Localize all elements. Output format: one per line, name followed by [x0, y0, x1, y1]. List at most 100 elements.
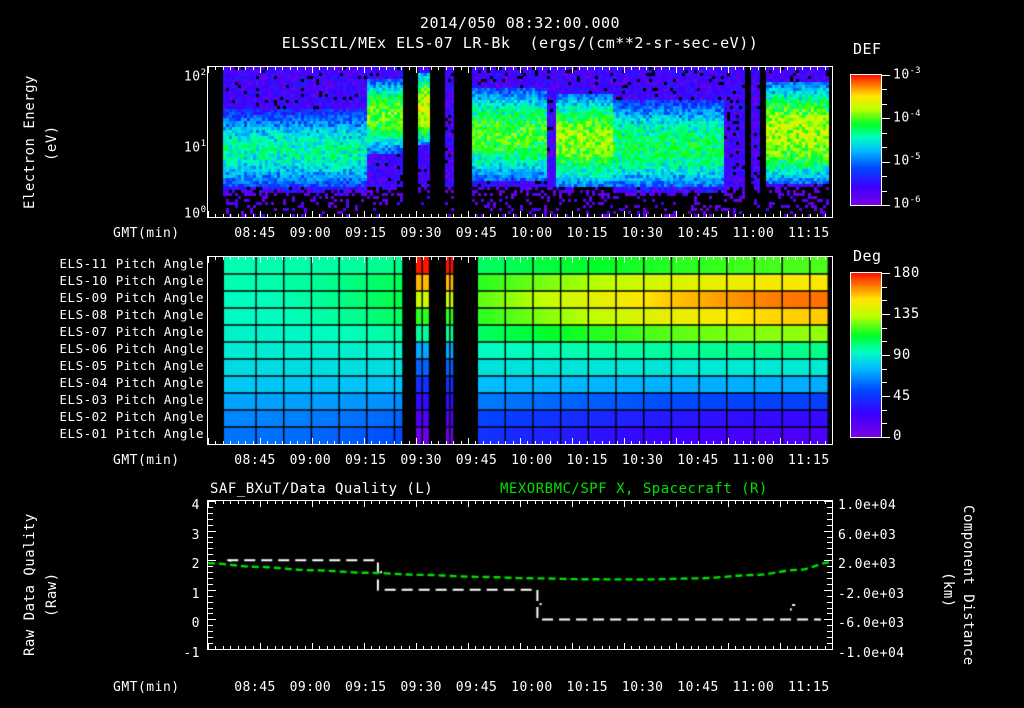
axis-tick — [750, 257, 752, 261]
axis-tick — [393, 213, 395, 217]
axis-tick — [549, 645, 551, 649]
axis-tick — [780, 67, 781, 73]
time-tick-label: 11:15 — [788, 680, 830, 695]
y-axis-tick — [827, 566, 832, 568]
axis-tick — [787, 257, 789, 261]
axis-tick — [401, 645, 403, 649]
axis-tick — [572, 438, 573, 444]
axis-tick — [386, 257, 388, 261]
axis-tick — [646, 645, 648, 649]
axis-tick — [586, 440, 588, 444]
right-ytick-label: -1.0e+04 — [838, 646, 905, 661]
axis-tick — [445, 501, 447, 505]
def-tick-1e-4: 10-4 — [893, 109, 921, 126]
top-panel-gmt-label: GMT(min) — [113, 226, 180, 241]
axis-tick — [334, 257, 336, 261]
axis-tick — [520, 643, 521, 649]
time-tick-label: 08:45 — [234, 680, 276, 695]
axis-tick — [817, 501, 819, 505]
axis-tick — [698, 67, 700, 71]
axis-tick — [468, 257, 469, 263]
axis-tick — [341, 501, 343, 505]
time-tick-label: 11:15 — [788, 453, 830, 468]
axis-tick — [460, 213, 462, 217]
axis-tick — [482, 67, 484, 71]
axis-tick — [742, 501, 744, 505]
bottom-panel-left-ylabel-line2: (Raw) — [44, 572, 60, 618]
axis-tick — [527, 67, 529, 71]
axis-tick — [274, 501, 276, 505]
axis-tick — [423, 213, 425, 217]
axis-tick — [512, 440, 514, 444]
time-tick-label: 09:15 — [344, 453, 387, 468]
axis-tick — [698, 257, 700, 261]
pitch-angle-panel[interactable] — [207, 256, 833, 445]
def-tick-1e-6: 10-6 — [893, 195, 921, 212]
quality-distance-canvas — [208, 501, 832, 649]
axis-tick — [579, 440, 581, 444]
axis-tick — [430, 501, 432, 505]
colorbar-tick — [882, 341, 887, 343]
axis-tick — [260, 501, 261, 507]
y-axis-tick — [208, 619, 216, 621]
axis-tick — [676, 67, 677, 73]
bottom-panel-right-ylabel-line1: Component Distance — [960, 505, 976, 666]
y-axis-tick — [208, 589, 216, 591]
axis-tick — [475, 501, 477, 505]
axis-tick — [802, 440, 804, 444]
axis-tick — [505, 257, 507, 261]
axis-tick — [453, 440, 455, 444]
y-axis-tick — [827, 643, 832, 645]
axis-tick — [208, 643, 209, 649]
left-ytick-label: 2 — [191, 557, 200, 573]
axis-tick — [505, 213, 507, 217]
axis-tick — [653, 213, 655, 217]
axis-tick — [453, 257, 455, 261]
time-tick-label: 10:00 — [511, 226, 553, 241]
axis-tick — [728, 67, 729, 73]
bottom-panel-top-ticks — [207, 500, 833, 507]
axis-tick — [705, 257, 707, 261]
axis-tick — [802, 67, 804, 71]
y-axis-tick — [208, 542, 213, 544]
y-axis-tick — [208, 601, 213, 603]
axis-tick — [624, 257, 625, 263]
axis-tick — [260, 211, 261, 217]
axis-tick — [676, 438, 677, 444]
time-tick-label: 10:30 — [621, 453, 664, 468]
axis-tick — [356, 257, 358, 261]
axis-tick — [653, 440, 655, 444]
pitch-angle-row-label: ELS-11 Pitch Angle — [59, 255, 204, 271]
axis-tick — [252, 645, 254, 649]
y-axis-tick — [208, 613, 213, 615]
time-tick-label: 10:45 — [677, 453, 719, 468]
axis-tick — [742, 67, 744, 71]
axis-tick — [557, 440, 559, 444]
axis-tick — [690, 645, 692, 649]
axis-tick — [542, 67, 544, 71]
pitch-angle-row-labels: ELS-11 Pitch Angle ELS-10 Pitch Angle ELS-… — [58, 255, 204, 445]
axis-tick — [267, 213, 269, 217]
axis-tick — [312, 211, 313, 217]
axis-tick — [742, 257, 744, 261]
y-axis-tick — [827, 625, 832, 627]
axis-tick — [475, 440, 477, 444]
axis-tick — [304, 257, 306, 261]
top-panel-ylabel-line1: Electron Energy — [22, 75, 38, 209]
axis-tick — [787, 501, 789, 505]
axis-tick — [809, 501, 811, 505]
axis-tick — [757, 257, 759, 261]
deg-tick-45: 45 — [893, 388, 911, 404]
y-axis-tick — [824, 589, 832, 591]
axis-tick — [683, 257, 685, 261]
axis-tick — [393, 440, 395, 444]
quality-distance-panel[interactable] — [207, 500, 833, 650]
energy-spectrogram-panel[interactable] — [207, 66, 833, 218]
top-ytick-100: 102 — [183, 68, 206, 85]
axis-tick — [304, 501, 306, 505]
axis-tick — [416, 438, 417, 444]
axis-tick — [661, 440, 663, 444]
axis-tick — [534, 213, 536, 217]
axis-tick — [624, 438, 625, 444]
pitch-angle-canvas — [208, 257, 832, 444]
